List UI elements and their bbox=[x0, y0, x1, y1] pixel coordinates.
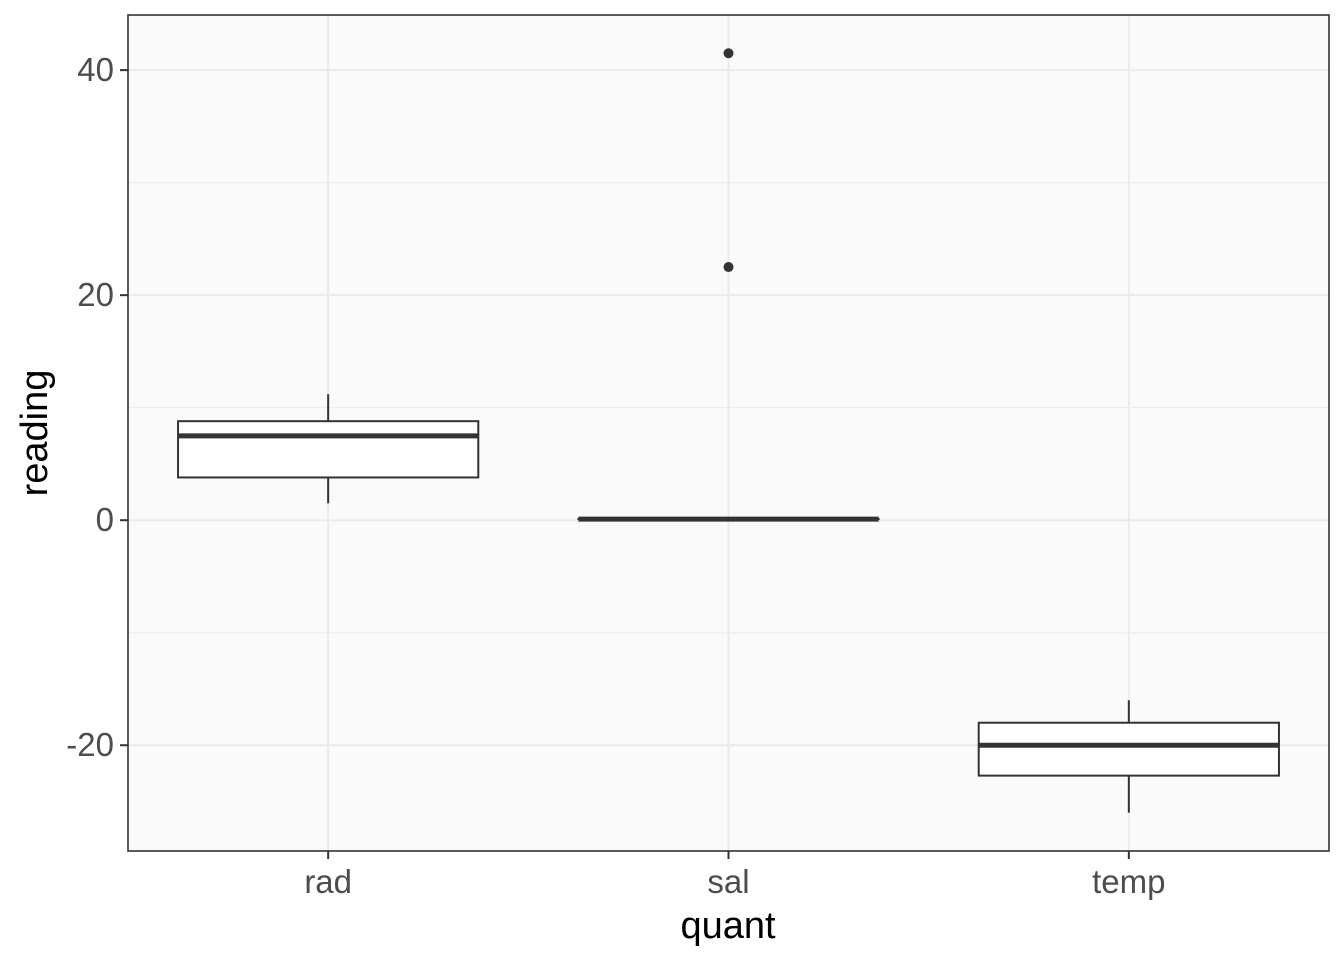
y-axis: -20 0 20 40 bbox=[66, 51, 128, 763]
y-tick-label-0: -20 bbox=[66, 726, 114, 763]
box-body bbox=[977, 721, 1280, 777]
x-tick-label-sal: sal bbox=[707, 863, 749, 900]
box-temp bbox=[977, 700, 1280, 813]
y-tick-label-2: 20 bbox=[77, 276, 114, 313]
outlier-point-0 bbox=[723, 262, 734, 273]
outlier-point-1 bbox=[723, 48, 734, 59]
x-axis: rad sal temp bbox=[304, 851, 1166, 900]
x-tick-label-rad: rad bbox=[304, 863, 352, 900]
y-axis-title: reading bbox=[14, 370, 56, 497]
y-tick-label-3: 40 bbox=[77, 51, 114, 88]
boxes bbox=[177, 48, 1280, 813]
y-tick-label-1: 0 bbox=[96, 501, 114, 538]
box-sal bbox=[577, 48, 880, 522]
x-tick-label-temp: temp bbox=[1092, 863, 1165, 900]
box-body bbox=[177, 420, 480, 479]
x-axis-title: quant bbox=[680, 905, 776, 947]
box-rad bbox=[177, 394, 480, 504]
